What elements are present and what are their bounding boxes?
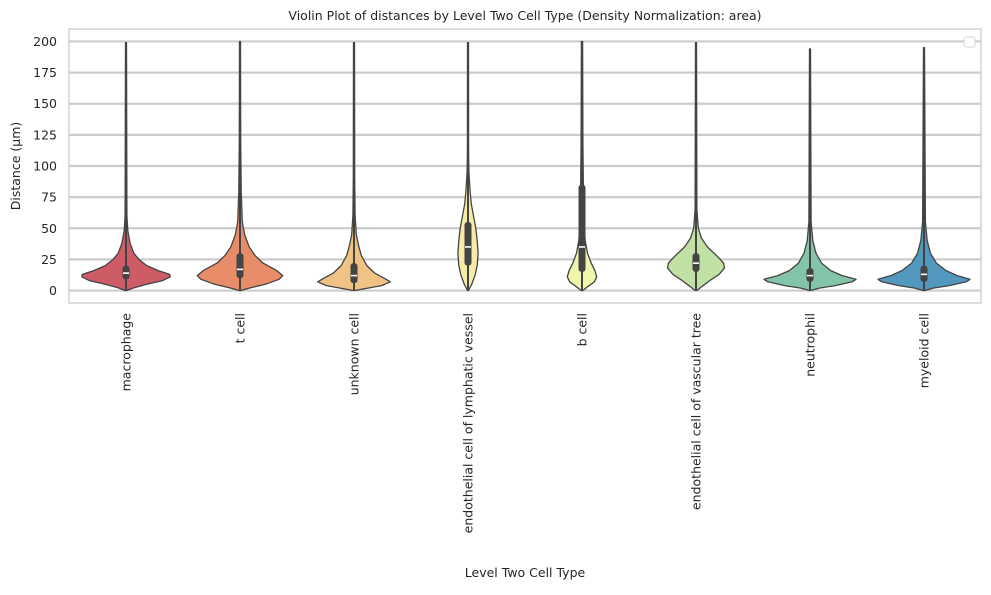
y-tick-label: 125 (33, 127, 57, 142)
x-tick-label: macrophage (119, 313, 134, 392)
violin-unknown-cell (317, 42, 391, 292)
violin-iqr-box (236, 253, 244, 279)
violin-iqr-box (578, 184, 586, 272)
violin-endothelial-cell-of-lymphatic-vessel (457, 42, 479, 292)
y-axis-label: Distance (µm) (8, 122, 23, 211)
violin-iqr-box (350, 263, 358, 284)
violin-b-cell (566, 40, 598, 292)
chart-title: Violin Plot of distances by Level Two Ce… (288, 8, 761, 23)
x-tick-label: neutrophil (803, 313, 818, 377)
y-tick-label: 50 (41, 221, 57, 236)
violin-endothelial-cell-of-vascular-tree (666, 42, 726, 292)
grid-lines (69, 40, 981, 292)
violin-macrophage (81, 42, 171, 292)
y-tick-label: 75 (41, 190, 57, 205)
violin-t-cell (196, 40, 284, 292)
x-tick-label: b cell (575, 313, 590, 346)
y-tick-label: 200 (33, 34, 57, 49)
plot-frame (68, 28, 982, 304)
violin-myeloid-cell (877, 47, 971, 292)
x-tick-label: t cell (233, 313, 248, 343)
y-tick-label: 150 (33, 96, 57, 111)
x-tick-label: myeloid cell (917, 313, 932, 388)
y-tick-label: 100 (33, 159, 57, 174)
y-tick-label: 0 (49, 283, 57, 298)
violin-iqr-box (464, 222, 472, 266)
x-tick-label: endothelial cell of vascular tree (689, 313, 704, 510)
violin-neutrophil (763, 48, 857, 292)
y-tick-labels: 0 25 50 75 100 125 150 175 200 (33, 34, 57, 298)
x-tick-labels: macrophage t cell unknown cell endothelial … (119, 313, 932, 534)
x-tick-label: endothelial cell of lymphatic vessel (461, 313, 476, 533)
legend-box (963, 36, 976, 48)
x-axis-label: Level Two Cell Type (465, 565, 586, 580)
violins (81, 40, 971, 292)
y-tick-label: 175 (33, 65, 57, 80)
x-tick-label: unknown cell (347, 313, 362, 395)
y-tick-label: 25 (41, 252, 57, 267)
